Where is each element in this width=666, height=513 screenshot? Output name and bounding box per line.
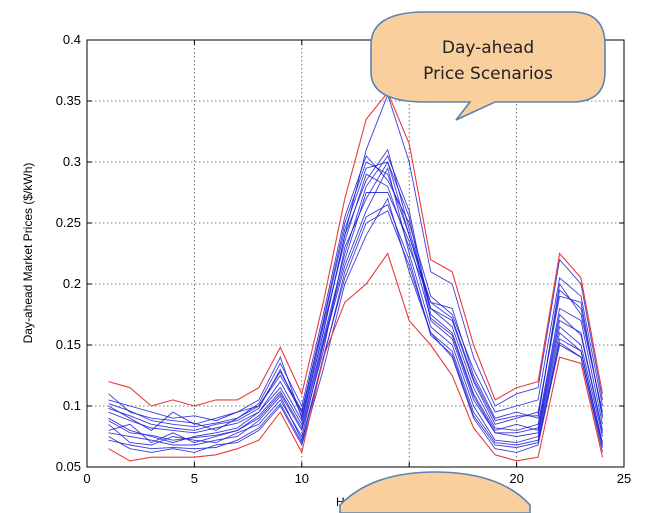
callout-bubble <box>370 11 606 121</box>
x-tick-label: 25 <box>617 471 631 486</box>
scenario-lines <box>108 91 604 462</box>
y-tick-label: 0.3 <box>63 154 81 169</box>
bottom-callout-bubble <box>339 471 531 513</box>
scenario-line <box>108 173 603 431</box>
callout-line-2: Price Scenarios <box>423 64 553 84</box>
y-tick-label: 0.4 <box>63 32 81 47</box>
envelope-line <box>108 252 604 462</box>
scenario-line <box>108 166 603 446</box>
y-axis-label: Day-ahead Market Prices ($/kWh) <box>21 163 35 344</box>
scenario-line <box>108 197 603 453</box>
x-tick-label: 20 <box>509 471 523 486</box>
plot-background <box>87 40 624 467</box>
y-tick-label: 0.05 <box>56 459 81 474</box>
scenario-line <box>108 192 603 441</box>
scenario-line <box>108 210 603 446</box>
x-tick-label: 5 <box>191 471 198 486</box>
scenario-line <box>108 204 603 450</box>
axis-ticks: 05101520250.050.10.150.20.250.30.350.4 <box>56 32 632 486</box>
y-tick-label: 0.35 <box>56 93 81 108</box>
x-tick-label: 10 <box>295 471 309 486</box>
scenario-line <box>108 93 603 431</box>
scenario-line <box>108 154 603 444</box>
y-tick-label: 0.25 <box>56 215 81 230</box>
y-tick-label: 0.15 <box>56 337 81 352</box>
x-tick-label: 0 <box>83 471 90 486</box>
plot-frame <box>86 39 625 468</box>
y-tick-label: 0.1 <box>63 398 81 413</box>
y-tick-label: 0.2 <box>63 276 81 291</box>
price-scenarios-callout: Day-ahead Price Scenarios <box>370 11 606 121</box>
envelope-line <box>108 91 604 407</box>
callout-line-1: Day-ahead <box>442 38 534 58</box>
scenario-line <box>108 160 603 444</box>
scenario-line <box>108 161 603 428</box>
